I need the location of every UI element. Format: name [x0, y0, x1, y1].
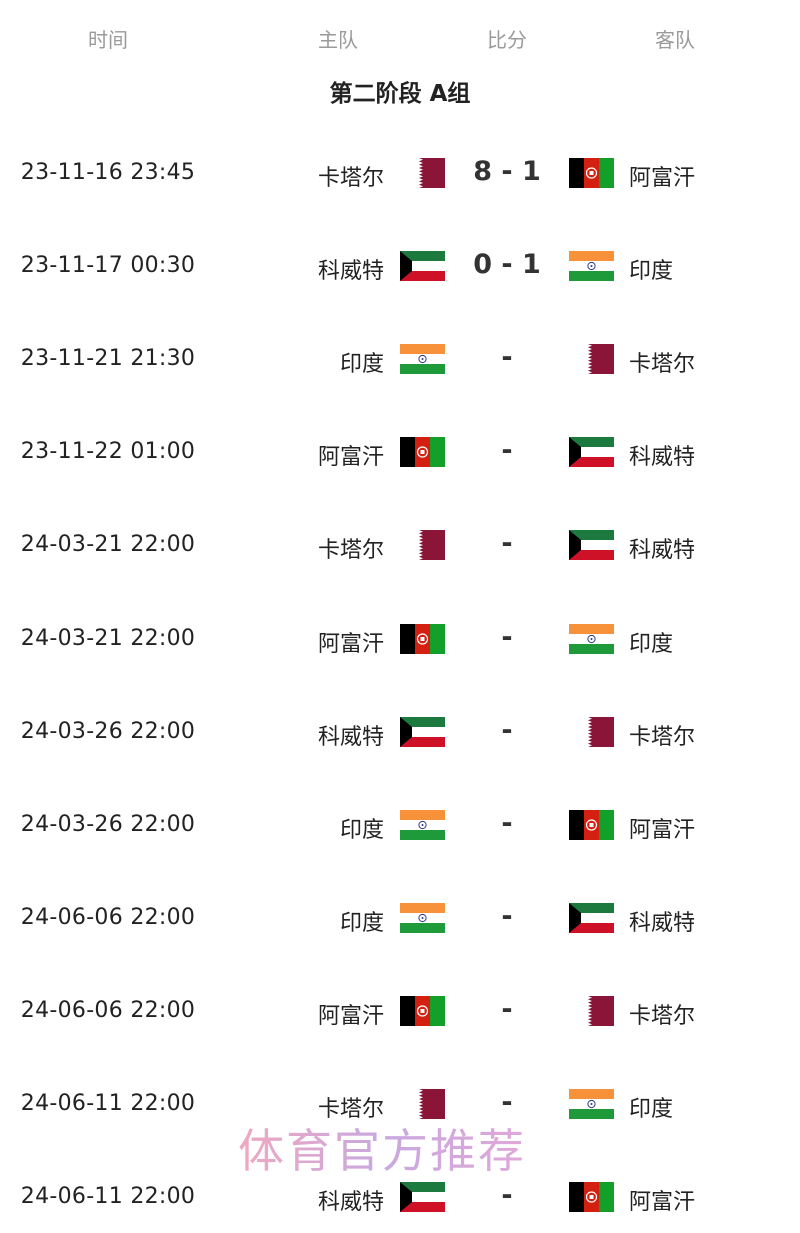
column-header-score: 比分: [487, 28, 527, 52]
match-row[interactable]: 23-11-21 21:30 印度 - 卡塔尔: [0, 339, 800, 379]
home-team-name: 阿富汗: [317, 445, 384, 471]
afghanistan-flag-icon: [400, 995, 445, 1026]
match-score: -: [501, 807, 513, 839]
group-title: 第二阶段 A组: [329, 81, 471, 107]
match-time: 24-03-21 22:00: [20, 532, 196, 558]
away-team-name: 阿富汗: [629, 817, 696, 843]
away-team-name: 印度: [629, 1097, 674, 1122]
india-flag-icon: [569, 1089, 614, 1119]
away-team-name: 印度: [629, 631, 674, 657]
away-team-name: 阿富汗: [629, 166, 696, 191]
match-row[interactable]: 23-11-22 01:00 阿富汗 - 科威特: [0, 432, 800, 472]
away-team-name: 科威特: [629, 910, 696, 936]
match-score: -: [501, 528, 513, 560]
match-score: 0 - 1: [473, 249, 541, 281]
qatar-flag-icon: [569, 995, 614, 1026]
afghanistan-flag-icon: [569, 1182, 614, 1213]
column-header-home: 主队: [318, 28, 358, 52]
kuwait-flag-icon: [400, 1182, 445, 1213]
match-time: 23-11-21 21:30: [20, 346, 196, 372]
home-team-name: 阿富汗: [317, 631, 384, 657]
afghanistan-flag-icon: [569, 809, 614, 840]
away-team-name: 印度: [629, 259, 674, 285]
qatar-flag-icon: [400, 158, 445, 188]
match-time: 23-11-22 01:00: [20, 439, 196, 465]
away-team-name: 阿富汗: [629, 1190, 696, 1216]
qatar-flag-icon: [400, 530, 445, 561]
afghanistan-flag-icon: [400, 437, 445, 468]
away-team-name: 卡塔尔: [629, 352, 696, 378]
watermark: 体育官方推荐: [238, 1124, 526, 1178]
away-team-name: 卡塔尔: [629, 1003, 696, 1029]
afghanistan-flag-icon: [569, 158, 614, 188]
match-row[interactable]: 24-03-26 22:00 印度 - 阿富汗: [0, 805, 800, 845]
match-score: 8 - 1: [473, 156, 541, 187]
match-row[interactable]: 24-06-11 22:00 科威特 - 阿富汗: [0, 1177, 800, 1217]
away-team-name: 科威特: [629, 538, 696, 564]
home-team-name: 印度: [339, 817, 384, 843]
match-time: 24-06-06 22:00: [20, 997, 196, 1023]
match-score: -: [501, 435, 513, 467]
match-time: 24-03-26 22:00: [20, 718, 196, 744]
qatar-flag-icon: [400, 1089, 445, 1119]
afghanistan-flag-icon: [400, 623, 445, 654]
home-team-name: 阿富汗: [317, 1003, 384, 1029]
match-score: -: [501, 900, 513, 932]
india-flag-icon: [569, 623, 614, 654]
match-score: -: [501, 1180, 513, 1212]
match-row[interactable]: 24-03-21 22:00 阿富汗 - 印度: [0, 619, 800, 659]
match-time: 24-06-11 22:00: [20, 1091, 196, 1116]
match-time: 24-03-21 22:00: [20, 625, 196, 651]
match-time: 24-06-06 22:00: [20, 904, 196, 930]
away-team-name: 科威特: [629, 445, 696, 471]
column-header-time: 时间: [88, 28, 128, 52]
match-row[interactable]: 24-06-06 22:00 阿富汗 - 卡塔尔: [0, 991, 800, 1031]
match-row[interactable]: 23-11-16 23:45 卡塔尔 8 - 1 阿富汗: [0, 153, 800, 193]
match-time: 23-11-16 23:45: [20, 160, 196, 185]
match-score: -: [501, 342, 513, 374]
india-flag-icon: [569, 251, 614, 282]
match-row[interactable]: 24-03-21 22:00 卡塔尔 - 科威特: [0, 525, 800, 565]
match-time: 24-06-11 22:00: [20, 1184, 196, 1210]
column-header-away: 客队: [655, 28, 695, 52]
india-flag-icon: [400, 809, 445, 840]
qatar-flag-icon: [569, 344, 614, 375]
kuwait-flag-icon: [400, 251, 445, 282]
kuwait-flag-icon: [569, 437, 614, 468]
india-flag-icon: [400, 902, 445, 933]
match-score: -: [501, 621, 513, 653]
kuwait-flag-icon: [569, 530, 614, 561]
home-team-name: 卡塔尔: [317, 166, 384, 191]
match-time: 24-03-26 22:00: [20, 811, 196, 837]
match-score: -: [501, 714, 513, 746]
home-team-name: 科威特: [317, 259, 384, 285]
match-row[interactable]: 24-06-06 22:00 印度 - 科威特: [0, 898, 800, 938]
match-score: -: [501, 993, 513, 1025]
home-team-name: 卡塔尔: [317, 538, 384, 564]
away-team-name: 卡塔尔: [629, 724, 696, 750]
kuwait-flag-icon: [400, 716, 445, 747]
match-time: 23-11-17 00:30: [20, 253, 196, 279]
match-row[interactable]: 24-06-11 22:00 卡塔尔 - 印度: [0, 1084, 800, 1124]
home-team-name: 印度: [339, 910, 384, 936]
india-flag-icon: [400, 344, 445, 375]
match-row[interactable]: 24-03-26 22:00 科威特 - 卡塔尔: [0, 712, 800, 752]
home-team-name: 印度: [339, 352, 384, 378]
match-row[interactable]: 23-11-17 00:30 科威特 0 - 1 印度: [0, 246, 800, 286]
home-team-name: 卡塔尔: [317, 1097, 384, 1122]
home-team-name: 科威特: [317, 1190, 384, 1216]
home-team-name: 科威特: [317, 724, 384, 750]
qatar-flag-icon: [569, 716, 614, 747]
match-score: -: [501, 1087, 513, 1118]
kuwait-flag-icon: [569, 902, 614, 933]
